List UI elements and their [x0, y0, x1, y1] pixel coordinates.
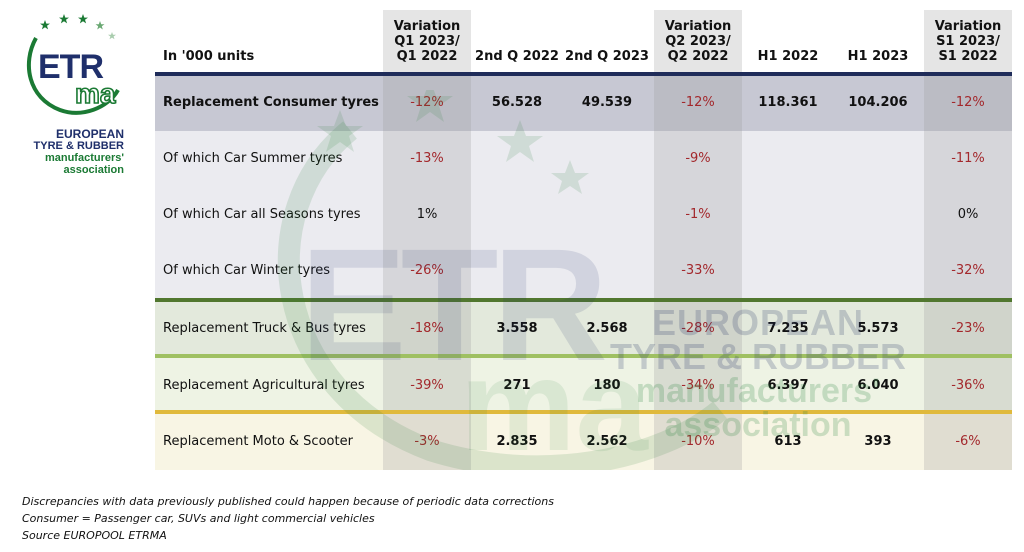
- variation-cell: -11%: [951, 151, 985, 166]
- value-cell: 2.568: [586, 321, 628, 336]
- row-label: Replacement Consumer tyres: [163, 95, 379, 110]
- table-row: Of which Car all Seasons tyres 1% -1% 0%: [155, 187, 1012, 243]
- logo-ma-text: ma: [75, 78, 116, 109]
- variation-cell: -18%: [410, 321, 444, 336]
- header-variation-s1: Variation S1 2023/ S1 2022: [934, 19, 1002, 64]
- note-discrepancies: Discrepancies with data previously publi…: [22, 495, 554, 508]
- variation-cell: -3%: [414, 434, 440, 449]
- sales-table: In '000 units Variation Q1 2023/ Q1 2022…: [155, 10, 1012, 470]
- header-2nd-q-2022: 2nd Q 2022: [475, 49, 559, 64]
- value-cell: 118.361: [758, 95, 818, 110]
- value-cell: [473, 187, 561, 243]
- variation-cell: 1%: [416, 207, 438, 222]
- rule-green: [155, 298, 1012, 302]
- row-label: Replacement Agricultural tyres: [163, 378, 365, 393]
- logo-line-european: EUROPEAN: [55, 127, 124, 141]
- value-cell: 613: [774, 434, 802, 449]
- value-cell: 6.397: [767, 378, 809, 393]
- value-cell: [563, 243, 651, 299]
- unit-label: In '000 units: [163, 49, 255, 64]
- value-cell: [744, 243, 832, 299]
- row-bg-consumer: [155, 75, 1012, 131]
- row-bg-agri: [155, 358, 1012, 411]
- value-cell: [834, 243, 922, 299]
- col-shade-q1: [383, 10, 471, 470]
- table-row: Replacement Truck & Bus tyres -18% 3.558 2.…: [155, 301, 1012, 357]
- variation-cell: -12%: [951, 95, 985, 110]
- logo-line-association: association: [63, 164, 124, 176]
- variation-cell: -39%: [410, 378, 444, 393]
- value-cell: 393: [864, 434, 892, 449]
- value-cell: 2.562: [586, 434, 628, 449]
- row-label: Of which Car Summer tyres: [163, 151, 343, 166]
- value-cell: 49.539: [581, 95, 633, 110]
- row-label: Replacement Truck & Bus tyres: [163, 321, 366, 336]
- value-cell: 7.235: [767, 321, 809, 336]
- etrma-logo: ETR ma EUROPEAN TYRE & RUBBER manufactur…: [20, 8, 130, 178]
- col-shade-q2: [654, 10, 742, 470]
- table-row: Of which Car Summer tyres -13% -9% -11%: [155, 131, 1012, 187]
- variation-cell: 0%: [957, 207, 979, 222]
- rule-gold: [155, 410, 1012, 414]
- rule-navy: [155, 72, 1012, 76]
- variation-cell: -1%: [685, 207, 711, 222]
- value-cell: 271: [503, 378, 531, 393]
- star-icons: [40, 14, 116, 40]
- variation-cell: -33%: [681, 263, 715, 278]
- value-cell: 5.573: [857, 321, 899, 336]
- variation-cell: -10%: [681, 434, 715, 449]
- logo-line-manufacturers: manufacturers': [44, 152, 124, 164]
- row-label: Of which Car Winter tyres: [163, 263, 331, 278]
- value-cell: 3.558: [496, 321, 538, 336]
- col-shade-s1: [924, 10, 1012, 470]
- variation-cell: -12%: [681, 95, 715, 110]
- table-row: Replacement Agricultural tyres -39% 271 180…: [155, 358, 1012, 414]
- note-source: Source EUROPOOL ETRMA: [22, 529, 167, 542]
- value-cell: 56.528: [491, 95, 543, 110]
- header-2nd-q-2023: 2nd Q 2023: [565, 49, 649, 64]
- variation-cell: -9%: [685, 151, 711, 166]
- value-cell: 2.835: [496, 434, 538, 449]
- logo-line-tyre-rubber: TYRE & RUBBER: [33, 140, 124, 152]
- value-cell: [563, 131, 651, 187]
- value-cell: 180: [593, 378, 621, 393]
- row-bg-consumer-sub: [155, 131, 1012, 299]
- value-cell: 104.206: [848, 95, 908, 110]
- variation-cell: -6%: [955, 434, 981, 449]
- row-bg-truck: [155, 301, 1012, 355]
- table-row: Replacement Moto & Scooter -3% 2.835 2.562 -…: [155, 414, 1012, 470]
- logo-etr-text: ETR: [38, 48, 103, 86]
- value-cell: 6.040: [857, 378, 899, 393]
- footnotes: Discrepancies with data previously publi…: [22, 493, 554, 544]
- variation-cell: -28%: [681, 321, 715, 336]
- variation-cell: -23%: [951, 321, 985, 336]
- value-cell: [834, 131, 922, 187]
- table-row: Of which Car Winter tyres -26% -33% -32%: [155, 243, 1012, 299]
- etrma-logo-mark: ETR ma: [26, 14, 120, 115]
- header-variation-q1: Variation Q1 2023/ Q1 2022: [393, 19, 461, 64]
- row-label: Of which Car all Seasons tyres: [163, 207, 361, 222]
- note-consumer-definition: Consumer = Passenger car, SUVs and light…: [22, 512, 375, 525]
- header-h1-2022: H1 2022: [757, 49, 819, 64]
- variation-cell: -26%: [410, 263, 444, 278]
- header-h1-2023: H1 2023: [847, 49, 909, 64]
- value-cell: [563, 187, 651, 243]
- table-row: Replacement Consumer tyres -12% 56.528 49.5…: [155, 75, 1012, 131]
- row-label: Replacement Moto & Scooter: [163, 434, 353, 449]
- row-bg-moto: [155, 414, 1012, 470]
- variation-cell: -32%: [951, 263, 985, 278]
- rule-lime: [155, 354, 1012, 358]
- value-cell: [744, 187, 832, 243]
- variation-cell: -13%: [410, 151, 444, 166]
- value-cell: [744, 131, 832, 187]
- variation-cell: -34%: [681, 378, 715, 393]
- variation-cell: -36%: [951, 378, 985, 393]
- table-header: In '000 units Variation Q1 2023/ Q1 2022…: [155, 10, 1012, 72]
- logo-wordmark: EUROPEAN TYRE & RUBBER manufacturers' as…: [20, 128, 124, 176]
- value-cell: [834, 187, 922, 243]
- header-variation-q2: Variation Q2 2023/ Q2 2022: [664, 19, 732, 64]
- value-cell: [473, 243, 561, 299]
- variation-cell: -12%: [410, 95, 444, 110]
- value-cell: [473, 131, 561, 187]
